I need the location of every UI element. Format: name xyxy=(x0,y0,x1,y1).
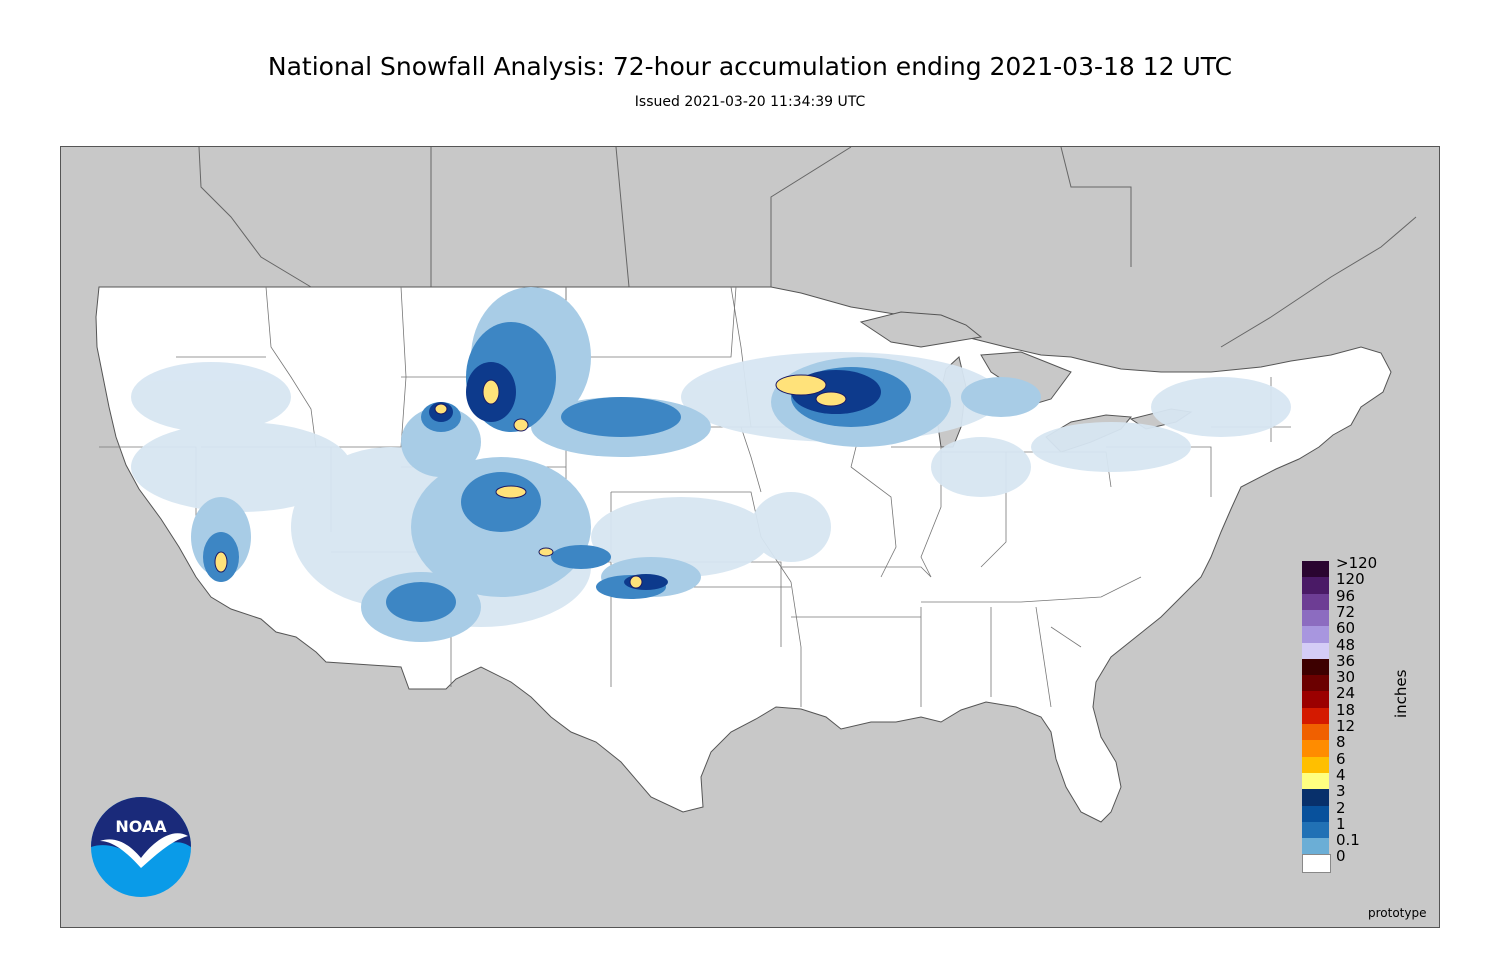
legend-swatch xyxy=(1302,626,1329,643)
legend-swatch xyxy=(1302,756,1329,774)
legend-label: 1 xyxy=(1336,814,1346,833)
legend-swatch xyxy=(1302,609,1329,627)
legend-swatch xyxy=(1302,561,1329,578)
issued-timestamp: Issued 2021-03-20 11:34:39 UTC xyxy=(634,94,866,110)
legend-swatch xyxy=(1302,707,1329,725)
legend-label: 12 xyxy=(1336,717,1356,735)
legend-label: 8 xyxy=(1336,733,1346,752)
legend-swatch xyxy=(1302,691,1329,709)
legend-label: 3 xyxy=(1336,782,1346,801)
legend-units-label: inches xyxy=(1392,669,1410,718)
legend-label: 0 xyxy=(1336,847,1346,866)
legend-label: 60 xyxy=(1336,619,1356,638)
map-title: National Snowfall Analysis: 72-hour accu… xyxy=(267,52,1233,81)
legend-swatch xyxy=(1302,854,1331,874)
map-canvas xyxy=(61,147,1439,927)
legend-swatch xyxy=(1302,805,1329,823)
legend-label: 120 xyxy=(1336,570,1365,589)
legend-label: 18 xyxy=(1336,700,1356,719)
snow-8plus-areas xyxy=(214,374,847,589)
legend-label: 30 xyxy=(1336,668,1356,687)
legend-swatch xyxy=(1302,642,1329,660)
legend-swatch xyxy=(1302,593,1329,611)
legend-label: 4 xyxy=(1336,765,1346,784)
noaa-logo: NOAA xyxy=(90,796,192,898)
legend-swatch xyxy=(1302,577,1329,595)
color-legend: >120 120 96 72 60 48 36 30 24 18 12 8 6 4 3 2 1 0.1 0 xyxy=(1302,555,1392,877)
legend-label: 24 xyxy=(1336,684,1356,703)
legend-label: 48 xyxy=(1336,635,1356,654)
legend-label: 0.1 xyxy=(1336,831,1360,850)
legend-label: 36 xyxy=(1336,651,1356,670)
legend-swatch xyxy=(1302,724,1329,741)
legend-swatch xyxy=(1302,658,1329,676)
snowfall-map xyxy=(60,146,1440,928)
legend-swatch xyxy=(1302,838,1329,855)
legend-swatch xyxy=(1302,789,1329,806)
noaa-logo-text: NOAA xyxy=(115,817,167,836)
legend-label: 2 xyxy=(1336,798,1346,817)
legend-label: >120 xyxy=(1336,554,1378,572)
legend-label: 96 xyxy=(1336,586,1356,605)
legend-label: 6 xyxy=(1336,749,1346,768)
neighbor-borders xyxy=(198,147,1417,348)
legend-swatch xyxy=(1302,772,1329,790)
legend-swatch xyxy=(1302,821,1329,839)
legend-label: 72 xyxy=(1336,602,1356,621)
legend-swatch xyxy=(1302,740,1329,758)
prototype-note: prototype xyxy=(1368,906,1427,920)
legend-swatch xyxy=(1302,675,1329,692)
